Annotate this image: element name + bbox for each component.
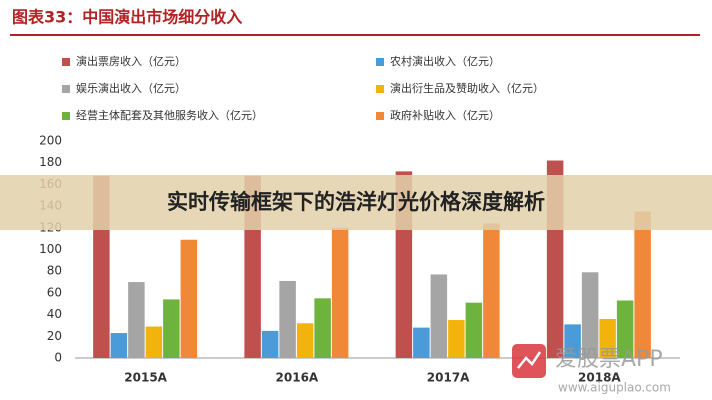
bar: [465, 302, 483, 358]
bar: [448, 320, 465, 358]
legend-label: 演出票房收入（亿元）: [76, 54, 186, 68]
bar: [581, 272, 599, 358]
watermark-text: 爱股票APP: [555, 347, 663, 372]
y-tick-label: 180: [39, 155, 62, 169]
bar: [261, 330, 279, 358]
banner: [0, 175, 712, 230]
bar: [163, 299, 180, 358]
y-tick-label: 80: [47, 264, 62, 278]
legend-label: 经营主体配套及其他服务收入（亿元）: [76, 108, 263, 122]
bar: [128, 282, 145, 358]
y-tick-label: 20: [47, 329, 62, 343]
legend-swatch: [62, 85, 70, 93]
y-tick-label: 40: [47, 307, 62, 321]
x-tick-label: 2017A: [427, 371, 470, 385]
bar: [145, 326, 163, 358]
bar: [483, 223, 500, 358]
bar: [279, 280, 296, 358]
bar: [331, 227, 349, 358]
bar: [599, 318, 616, 358]
legend-swatch: [62, 58, 70, 66]
legend-label: 娱乐演出收入（亿元）: [76, 81, 186, 95]
bar: [110, 333, 128, 358]
watermark-url: www.aiguplao.com: [558, 381, 671, 395]
legend-swatch: [376, 58, 384, 66]
y-tick-label: 0: [54, 351, 62, 365]
legend-label: 演出衍生品及赞助收入（亿元）: [390, 81, 544, 95]
bar: [634, 211, 651, 358]
bar: [413, 327, 430, 358]
bar: [296, 323, 314, 358]
banner-text: 实时传输框架下的浩洋灯光价格深度解析: [167, 190, 545, 214]
bar: [314, 298, 331, 358]
x-tick-label: 2015A: [124, 371, 167, 385]
y-tick-label: 100: [39, 242, 62, 256]
chart-title: 图表33：中国演出市场细分收入: [12, 8, 242, 27]
bar: [564, 324, 581, 358]
y-tick-label: 200: [39, 134, 62, 148]
x-tick-label: 2018A: [578, 371, 621, 385]
legend-swatch: [62, 112, 70, 120]
legend-swatch: [376, 112, 384, 120]
legend-label: 农村演出收入（亿元）: [390, 54, 500, 68]
x-tick-label: 2016A: [276, 371, 319, 385]
legend-swatch: [376, 85, 384, 93]
bar: [430, 274, 448, 358]
legend-label: 政府补贴收入（亿元）: [390, 108, 500, 122]
bar: [616, 300, 634, 358]
watermark-icon: [517, 351, 542, 369]
y-tick-label: 60: [47, 285, 62, 299]
bar: [180, 239, 198, 358]
